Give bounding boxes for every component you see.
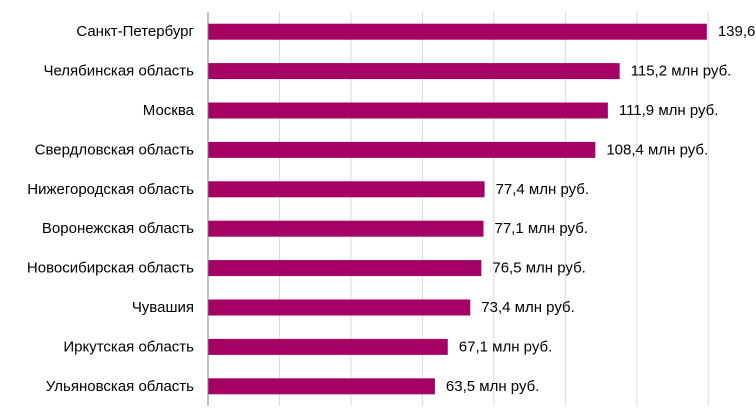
category-label: Иркутская область: [63, 338, 194, 355]
data-label: 67,1 млн руб.: [459, 338, 552, 355]
category-label: Санкт-Петербург: [76, 23, 194, 40]
category-label: Москва: [143, 102, 195, 119]
category-label: Чувашия: [132, 299, 194, 316]
data-label: 77,4 млн руб.: [496, 181, 589, 198]
data-label: 63,5 млн руб.: [446, 378, 539, 395]
bar: [208, 63, 620, 80]
category-label: Ульяновская область: [46, 378, 194, 395]
bar: [208, 338, 448, 355]
data-label: 76,5 млн руб.: [492, 260, 585, 277]
bar: [208, 23, 707, 40]
data-labels: 139,6 млн руб. 115,2 млн руб. 111,9 млн ру…: [446, 23, 756, 395]
data-label: 108,4 млн руб.: [606, 141, 708, 158]
bars-group: [208, 23, 707, 395]
data-label: 77,1 млн руб.: [495, 220, 588, 237]
bar: [208, 220, 484, 237]
data-label: 115,2 млн руб.: [631, 63, 732, 80]
category-label: Воронежская область: [42, 220, 194, 237]
bar: [208, 102, 608, 119]
category-label: Нижегородская область: [27, 181, 194, 198]
category-label: Челябинская область: [43, 63, 194, 80]
category-label: Свердловская область: [35, 141, 195, 158]
category-label: Новосибирская область: [27, 260, 194, 277]
bar: [208, 299, 471, 316]
data-label: 73,4 млн руб.: [481, 299, 574, 316]
bar: [208, 378, 435, 395]
data-label: 111,9 млн руб.: [619, 102, 719, 119]
bar: [208, 141, 596, 158]
bar: [208, 181, 485, 198]
category-labels: Санкт-Петербург Челябинская область Москва…: [27, 23, 195, 395]
bar: [208, 260, 482, 277]
data-label: 139,6 млн руб.: [718, 23, 756, 40]
